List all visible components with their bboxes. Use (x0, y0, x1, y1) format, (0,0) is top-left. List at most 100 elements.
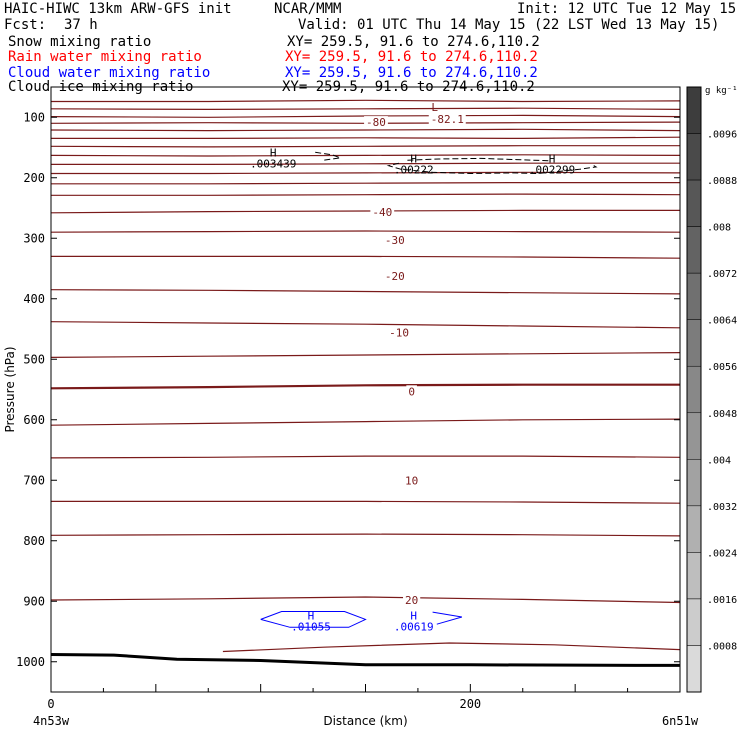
colorbar-swatch (686, 412, 702, 460)
x-axis-label: Distance (km) (323, 714, 407, 728)
isotherm-label: -80 (366, 116, 386, 129)
isotherm-label-bg (382, 269, 407, 282)
temperature-line (51, 154, 680, 157)
temperature-line (51, 114, 680, 118)
isotherm-label: 0 (408, 385, 415, 398)
colorbar-label: .0008 (707, 641, 737, 652)
temperature-line (51, 352, 680, 358)
isotherm-label: -20 (385, 270, 405, 283)
temperature-line (51, 321, 680, 329)
colorbar-label: .0024 (707, 548, 737, 559)
high-marker: H (308, 609, 315, 622)
isotherm-label: -82.1 (431, 113, 464, 126)
y-tick-label: 1000 (16, 655, 45, 669)
temperature-line (51, 500, 680, 504)
colorbar-swatch (686, 133, 702, 181)
colorbar-swatch (686, 226, 702, 274)
field-name-snow: Snow mixing ratio (8, 34, 152, 50)
field-name-cloud-water: Cloud water mixing ratio (8, 65, 211, 81)
colorbar-label: .0088 (707, 176, 737, 187)
x-tick-label: 0 (47, 697, 54, 711)
extremum-value: .00619 (394, 620, 434, 633)
x-start-location: 4n53w (33, 714, 70, 728)
valid-time: Valid: 01 UTC Thu 14 May 15 (22 LST Wed … (298, 17, 720, 33)
temperature-line (51, 128, 680, 132)
y-tick-label: 900 (23, 594, 45, 608)
colorbar-unit: g kg⁻¹ (705, 86, 738, 96)
organization-label: NCAR/MMM (274, 1, 342, 17)
high-marker: H (270, 147, 277, 160)
isotherm-label-bg (370, 206, 395, 219)
temperature-line (51, 145, 680, 148)
temperature-line (51, 596, 680, 604)
colorbar-swatch (686, 179, 702, 227)
forecast-label: Fcst: (4, 17, 47, 33)
temperature-line (51, 162, 680, 165)
colorbar-label: .0056 (707, 362, 737, 373)
isotherm-label-bg (428, 113, 466, 126)
colorbar-swatch (686, 319, 702, 367)
extremum-value: .00222 (394, 164, 434, 177)
y-tick-label: 500 (23, 352, 45, 366)
temperature-line (51, 99, 680, 103)
temperature-line (51, 136, 680, 140)
isotherm-label: 20 (405, 594, 418, 607)
colorbar: .0096 .0088 .008 .0072 .0064 .0056 .0048 .004 .0… (686, 86, 738, 693)
field-xy-rain: XY= 259.5, 91.6 to 274.6,110.2 (285, 49, 538, 65)
temperature-line (51, 171, 680, 175)
isotherm-label-bg (387, 326, 411, 339)
extremum-value: .01055 (291, 620, 331, 633)
snow-contour (315, 151, 341, 161)
colorbar-label: .0064 (707, 316, 737, 327)
temperature-line (51, 209, 680, 214)
colorbar-label: .0096 (707, 130, 737, 141)
high-marker: H (549, 153, 556, 166)
init-time: Init: 12 UTC Tue 12 May 15 (517, 1, 737, 17)
isotherm-label-bg (403, 594, 421, 607)
y-tick-label: 300 (23, 231, 45, 245)
colorbar-label: .0016 (707, 595, 737, 606)
temperature-line (51, 107, 680, 111)
terrain-line (51, 653, 680, 667)
colorbar-label: .0072 (707, 269, 737, 280)
colorbar-swatch (686, 272, 702, 320)
high-marker: H (410, 609, 417, 622)
colorbar-swatch (686, 552, 702, 600)
cloud-water-contour (260, 611, 367, 628)
temperature-line (51, 230, 680, 233)
temperature-line (51, 289, 680, 295)
colorbar-label: .0032 (707, 502, 737, 513)
extremum-value: .003439 (250, 158, 296, 171)
low-marker: L (431, 101, 438, 114)
colorbar-swatch (686, 365, 702, 414)
isotherm-label-bg (364, 116, 388, 129)
colorbar-swatch (686, 86, 702, 134)
isotherm-label: -40 (372, 206, 392, 219)
high-marker: H (410, 153, 417, 166)
x-tick-label: 200 (459, 697, 481, 711)
temperature-line (222, 642, 680, 653)
temperature-line (51, 455, 680, 459)
y-tick-label: 200 (23, 171, 45, 185)
isotherm-label: -10 (389, 327, 409, 340)
y-tick-label: 700 (23, 473, 45, 487)
temperature-line (51, 193, 680, 196)
isotherm-label-bg (403, 474, 421, 487)
colorbar-swatch (686, 459, 702, 507)
temperature-line (51, 383, 680, 390)
isotherm-label: 10 (405, 474, 418, 487)
y-tick-label: 800 (23, 534, 45, 548)
model-title: HAIC-HIWC 13km ARW-GFS init (4, 1, 232, 17)
snow-contour (386, 162, 598, 175)
temperature-line (51, 418, 680, 426)
field-name-rain: Rain water mixing ratio (8, 49, 202, 65)
y-tick-label: 100 (23, 110, 45, 124)
extremum-value: .002299 (529, 164, 575, 177)
cloud-water-contour (432, 611, 463, 625)
colorbar-swatch (686, 598, 702, 646)
forecast-hour: 37 h (64, 17, 98, 33)
y-axis-label: Pressure (hPa) (3, 346, 17, 432)
